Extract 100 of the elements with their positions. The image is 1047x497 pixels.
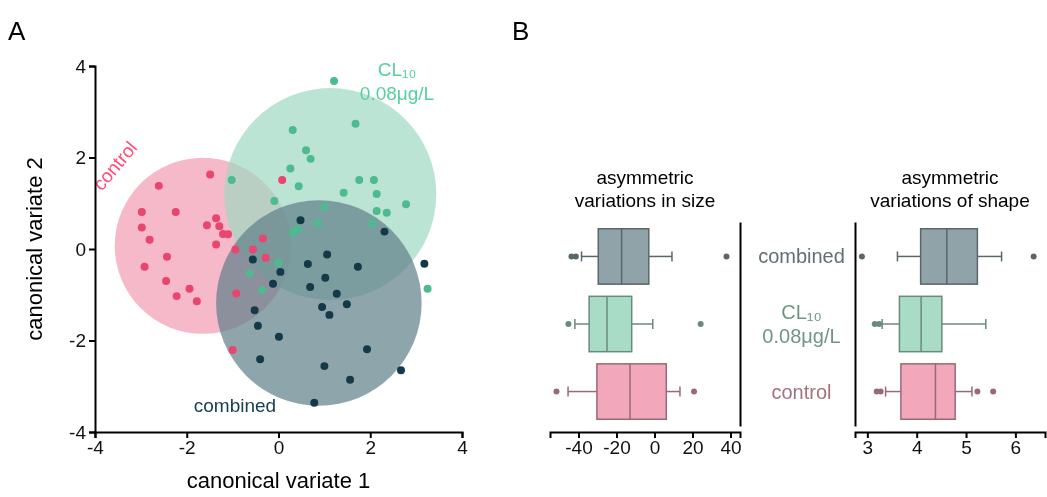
point: [346, 375, 355, 384]
point: [402, 200, 411, 209]
x-tick-label: 3: [862, 437, 874, 459]
point: [296, 216, 305, 225]
point: [224, 230, 233, 239]
point: [215, 222, 224, 231]
y-tick-label: control: [771, 380, 832, 403]
x-tick-label: 0: [273, 437, 285, 459]
point: [270, 196, 279, 205]
point: [397, 366, 405, 375]
series-label: CL₁₀ 0.08μg/L: [359, 59, 435, 104]
point: [274, 332, 283, 341]
point: [145, 235, 154, 244]
point: [192, 297, 201, 306]
point: [306, 154, 315, 163]
point: [355, 175, 364, 184]
point: [288, 126, 297, 135]
point: [163, 252, 172, 261]
text: A: [8, 16, 26, 46]
point: [423, 284, 432, 293]
y-tick-label: 0: [75, 238, 86, 260]
point: [420, 259, 429, 268]
point: [227, 175, 236, 184]
point: [245, 269, 254, 278]
point: [258, 286, 266, 295]
x-axis-title: canonical variate 1: [186, 468, 371, 493]
y-tick-label: -4: [69, 421, 87, 443]
chart-title: asymmetric variations of shape: [870, 166, 1030, 211]
point: [185, 284, 194, 293]
point: [248, 255, 257, 264]
point: [318, 303, 327, 312]
x-tick-label: 4: [457, 437, 469, 459]
point: [261, 253, 270, 262]
point: [171, 207, 180, 216]
point: [293, 225, 302, 234]
chart-title: asymmetric variations in size: [574, 166, 716, 211]
point: [369, 175, 378, 184]
x-tick-label: -40: [565, 437, 593, 459]
point: [380, 227, 389, 236]
point: [372, 207, 381, 216]
x-tick-label: -2: [178, 437, 196, 459]
point: [206, 170, 215, 179]
point: [342, 300, 351, 309]
point: [320, 362, 329, 371]
point: [363, 345, 372, 354]
y-axis-title: canonical variate 2: [22, 157, 47, 341]
x-tick-label: 4: [911, 437, 923, 459]
point: [306, 282, 315, 291]
point: [372, 190, 381, 199]
point: [278, 175, 287, 184]
point: [339, 188, 348, 197]
point: [303, 260, 312, 269]
point: [321, 273, 330, 282]
point: [253, 321, 262, 330]
point: [258, 234, 267, 243]
point: [256, 355, 265, 364]
point: [274, 258, 283, 267]
point: [172, 292, 181, 301]
x-tick-label: 20: [682, 437, 704, 459]
point: [286, 164, 295, 173]
point: [276, 267, 285, 276]
y-tick-label: CL₁₀ 0.08μg/L: [762, 301, 841, 347]
point: [202, 221, 211, 230]
point: [228, 346, 237, 355]
point: [232, 289, 241, 298]
point: [353, 262, 362, 271]
y-tick-label: 4: [75, 55, 87, 77]
point: [162, 277, 171, 286]
point: [310, 398, 319, 407]
point: [140, 262, 149, 271]
x-tick-label: 5: [961, 437, 972, 459]
point: [269, 279, 277, 288]
y-tick-label: combined: [758, 245, 845, 268]
x-tick-label: -20: [603, 437, 631, 459]
point: [313, 218, 322, 227]
point: [302, 146, 311, 155]
x-tick-label: 0: [649, 437, 661, 459]
point: [154, 181, 163, 190]
x-tick-label: 2: [365, 437, 377, 459]
point: [212, 214, 221, 223]
point: [351, 119, 360, 128]
point: [382, 208, 391, 217]
y-tick-label: 2: [75, 147, 86, 169]
point: [248, 245, 257, 254]
point: [137, 207, 146, 216]
point: [320, 202, 329, 211]
point: [330, 77, 338, 86]
point: [332, 289, 341, 298]
point: [323, 250, 332, 259]
point: [325, 310, 334, 319]
x-tick-label: 6: [1010, 437, 1022, 459]
series-label: combined: [193, 395, 277, 416]
point: [368, 219, 377, 228]
x-tick-label: 40: [720, 437, 742, 459]
y-tick-label: -2: [69, 330, 86, 352]
point: [294, 182, 303, 191]
text: B: [512, 16, 530, 46]
point: [137, 223, 146, 232]
point: [231, 245, 240, 254]
point: [212, 240, 221, 249]
